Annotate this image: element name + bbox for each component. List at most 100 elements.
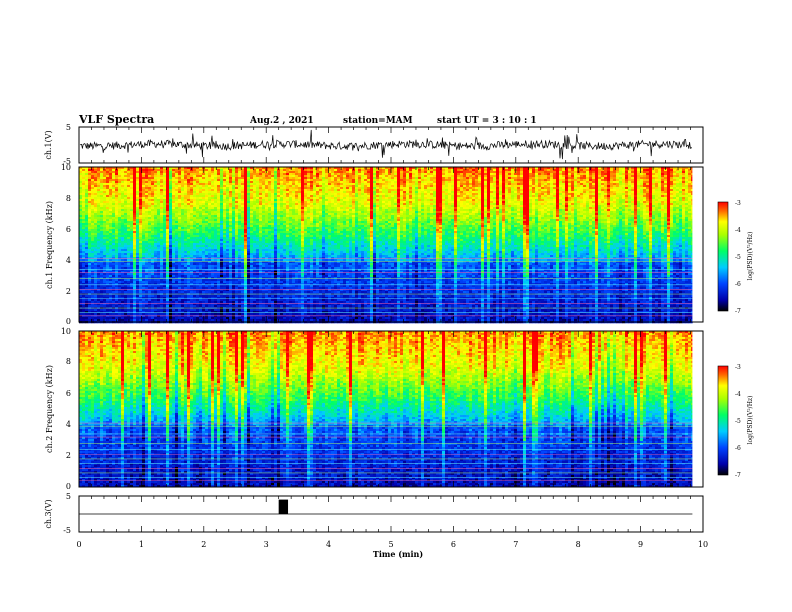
spectrogram-cell [247,173,251,176]
spectrogram-cell [271,197,275,200]
spectrogram-cell [511,201,515,204]
spectrogram-cell [85,211,89,214]
spectrogram-cell [304,203,308,206]
spectrogram-cell [541,197,545,200]
spectrogram-cell [208,205,212,208]
spectrogram-cell [643,187,647,190]
spectrogram-cell [142,195,146,198]
spectrogram-cell [244,205,248,208]
spectrogram-cell [688,193,692,196]
spectrogram-cell [91,191,95,194]
spectrogram-cell [568,195,572,198]
spectrogram-cell [289,169,293,172]
spectrogram-cell [244,211,248,214]
spectrogram-cell [292,193,296,196]
spectrogram-cell [211,193,215,196]
spectrogram-cell [379,189,383,192]
spectrogram-cell [109,195,113,198]
spectrogram-cell [271,207,275,210]
spectrogram-cell [442,205,446,208]
spectrogram-cell [454,179,458,182]
spectrogram-cell [394,179,398,182]
spectrogram-cell [667,193,671,196]
spectrogram-cell [658,197,662,200]
spectrogram-cell [586,171,590,174]
spectrogram-cell [193,169,197,172]
spectrogram-cell [118,185,122,188]
spectrogram-cell [340,169,344,172]
spectrogram-cell [502,213,506,216]
spectrogram-cell [340,203,344,206]
spectrogram-cell [418,207,422,210]
spectrogram-cell [661,195,665,198]
spectrogram-cell [112,207,116,210]
spectrogram-cell [685,187,689,190]
spectrogram-cell [499,199,503,202]
spectrogram-cell [259,213,263,216]
spectrogram-cell [346,201,350,204]
spectrogram-cell [652,185,656,188]
spectrogram-cell [448,181,452,184]
spectrogram-cell [136,193,140,196]
spectrogram-cell [379,183,383,186]
spectrogram-cell [457,197,461,200]
spectrogram-cell [103,197,107,200]
spectrogram-cell [394,183,398,186]
spectrogram-cell [379,199,383,202]
spectrogram-cell [520,179,524,182]
spectrogram-cell [352,171,356,174]
spectrogram-cell [637,201,641,204]
spectrogram-cell [181,183,185,186]
ch1-waveform-ylabel: ch.1(V) [44,130,53,159]
spectrogram-cell [655,195,659,198]
spectrogram-cell [553,209,557,212]
spectrogram-cell [205,201,209,204]
spectrogram-cell [436,195,440,198]
spectrogram-cell [688,175,692,178]
spectrogram-cell [166,197,170,200]
spectrogram-cell [409,211,413,214]
spectrogram-cell [337,193,341,196]
spectrogram-cell [190,205,194,208]
spectrogram-cell [415,171,419,174]
spectrogram-cell [127,187,131,190]
spectrogram-cell [460,201,464,204]
spectrogram-cell [382,193,386,196]
spectrogram-cell [478,213,482,216]
spectrogram-cell [211,207,215,210]
spectrogram-cell [199,193,203,196]
spectrogram-cell [259,173,263,176]
spectrogram-cell [148,199,152,202]
spectrogram-cell [274,181,278,184]
spectrogram-cell [214,189,218,192]
spectrogram-cell [472,197,476,200]
spectrogram-cell [91,201,95,204]
spectrogram-cell [169,183,173,186]
spectrogram-cell [679,171,683,174]
spectrogram-cell [127,211,131,214]
spectrogram-cell [523,175,527,178]
spectrogram-cell [514,179,518,182]
spectrogram-cell [166,181,170,184]
spectrogram-cell [640,169,644,172]
spectrogram-cell [247,177,251,180]
spectrogram-cell [550,211,554,214]
spectrogram-cell [535,169,539,172]
spectrogram-cell [529,167,533,170]
spectrogram-cell [208,169,212,172]
spectrogram-cell [319,211,323,214]
spectrogram-cell [436,181,440,184]
spectrogram-cell [538,171,542,174]
spectrogram-cell [148,193,152,196]
spectrogram-cell [649,181,653,184]
spectrogram-cell [514,207,518,210]
spectrogram-cell [478,171,482,174]
spectrogram-cell [517,167,521,170]
spectrogram-cell [454,205,458,208]
spectrogram-cell [385,167,389,170]
spectrogram-cell [217,193,221,196]
spectrogram-cell [586,199,590,202]
spectrogram-cell [118,195,122,198]
spectrogram-cell [388,209,392,212]
spectrogram-cell [418,193,422,196]
